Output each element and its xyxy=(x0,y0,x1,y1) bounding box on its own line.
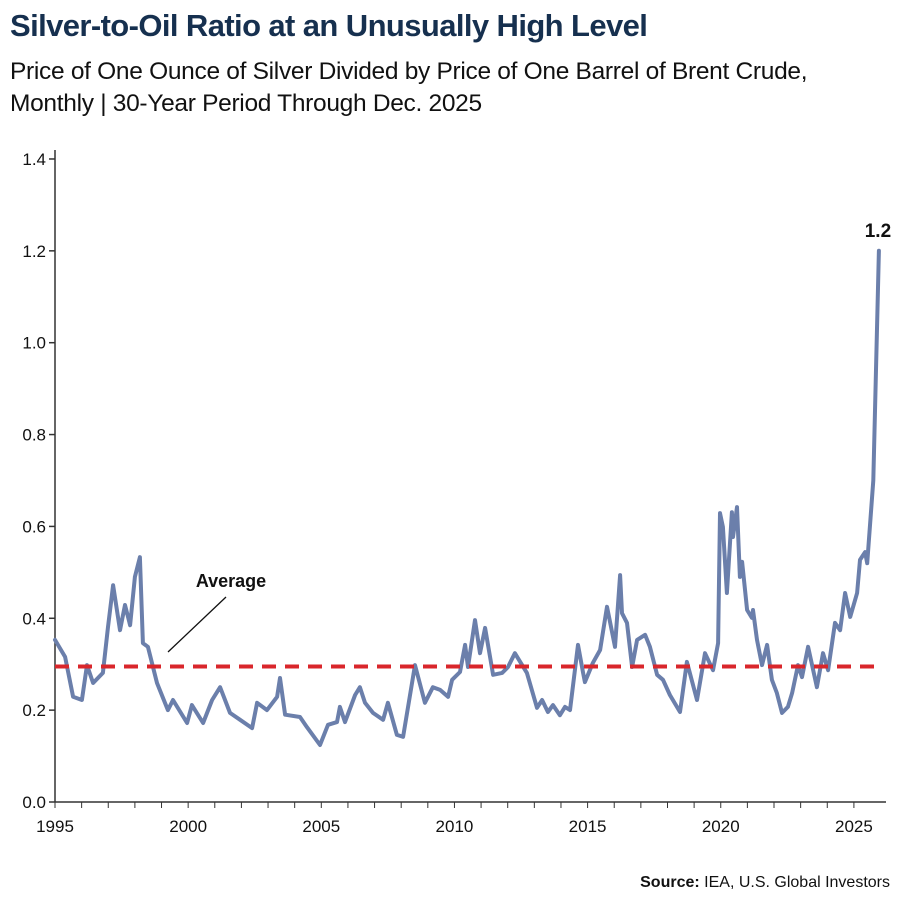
y-tick-label: 0.8 xyxy=(22,426,46,445)
y-tick-label: 1.4 xyxy=(22,150,46,169)
chart-title: Silver-to-Oil Ratio at an Unusually High… xyxy=(10,8,648,43)
x-tick-label: 2010 xyxy=(436,817,474,836)
average-leader-line xyxy=(167,596,227,653)
source-text: IEA, U.S. Global Investors xyxy=(699,874,890,891)
y-tick-label: 0.4 xyxy=(22,609,46,628)
ratio-series-line xyxy=(53,248,881,747)
x-tick-label: 2015 xyxy=(569,817,607,836)
x-tick-label: 1995 xyxy=(36,817,74,836)
chart-subtitle: Price of One Ounce of Silver Divided by … xyxy=(10,58,808,117)
y-tick-label: 0.6 xyxy=(22,517,46,536)
x-tick-label: 2005 xyxy=(302,817,340,836)
x-tick-label: 2000 xyxy=(169,817,207,836)
y-tick-label: 1.2 xyxy=(22,242,46,261)
x-tick-label: 2025 xyxy=(835,817,873,836)
y-tick-label: 0.2 xyxy=(22,701,46,720)
last-value-annotation: 1.2 xyxy=(865,221,891,242)
x-tick-label: 2020 xyxy=(702,817,740,836)
source-note: Source: IEA, U.S. Global Investors xyxy=(640,874,890,892)
average-label: Average xyxy=(196,571,266,591)
source-label: Source: xyxy=(640,874,700,891)
y-tick-label: 0.0 xyxy=(22,793,46,812)
y-tick-label: 1.0 xyxy=(22,334,46,353)
